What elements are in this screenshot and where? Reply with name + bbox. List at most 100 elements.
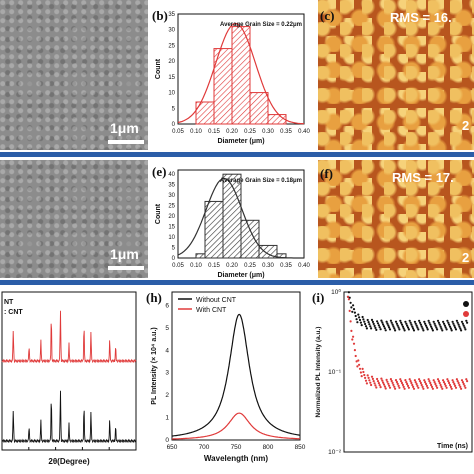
trpl-data-point	[424, 381, 427, 384]
trpl-data-point	[437, 380, 440, 383]
panel-label-b: (b)	[152, 8, 168, 23]
trpl-data-point	[350, 306, 353, 309]
trpl-data-point	[390, 379, 393, 383]
trpl-data-point	[450, 329, 453, 332]
afm-cut-label-bottom: 2	[462, 250, 470, 265]
trpl-data-point	[384, 329, 387, 332]
pl-series-line	[172, 313, 301, 437]
trpl-data-point	[381, 321, 384, 324]
gaussian-fit-curve	[177, 22, 305, 125]
trpl-data-point	[393, 327, 396, 330]
y-tick-label: 3	[165, 370, 169, 377]
y-tick-label: 15	[168, 225, 175, 231]
plot-frame	[171, 291, 301, 441]
x-tick-label: 0.30	[262, 263, 274, 269]
trpl-data-point	[411, 325, 414, 328]
histogram-bar	[258, 244, 278, 259]
trpl-data-point	[390, 321, 393, 324]
y-axis-label: Count	[155, 203, 162, 224]
trpl-data-point	[431, 387, 434, 390]
trpl-data-point	[353, 311, 356, 314]
x-tick-label: 850	[295, 444, 306, 451]
trpl-data-point	[428, 380, 431, 383]
trpl-data-point	[372, 380, 375, 383]
trpl-data-point	[456, 380, 459, 383]
trpl-data-point	[374, 326, 377, 329]
trpl-data-point	[408, 378, 411, 381]
trpl-data-point	[458, 383, 461, 387]
trpl-data-point	[352, 308, 356, 311]
y-tick-label: 20	[168, 214, 175, 220]
sem-image-bottom	[0, 160, 148, 278]
trpl-data-point	[421, 385, 424, 388]
trpl-data-point	[449, 385, 452, 388]
panel-label-e: (e)	[152, 164, 167, 179]
trpl-data-point	[439, 383, 442, 387]
x-tick-label: 0.30	[262, 129, 274, 135]
trpl-data-point	[388, 328, 392, 331]
trpl-data-point	[376, 320, 379, 323]
trpl-data-point	[363, 320, 366, 323]
trpl-data-point	[420, 383, 423, 387]
trpl-data-point	[408, 319, 411, 322]
histogram-bar	[195, 253, 206, 259]
trpl-data-point	[398, 328, 401, 331]
x-axis-label: Wavelength (nm)	[204, 454, 268, 463]
y-tick-label: 25	[168, 43, 175, 49]
trpl-data-point	[406, 384, 410, 387]
trpl-data-point	[351, 338, 354, 341]
trpl-data-point	[403, 387, 406, 390]
trpl-data-point	[441, 329, 444, 332]
legend-marker	[463, 301, 469, 307]
trpl-data-point	[404, 320, 407, 323]
trpl-data-point	[353, 349, 356, 352]
trpl-data-point	[445, 328, 448, 331]
x-tick-label: 750	[231, 444, 242, 451]
trpl-data-point	[360, 375, 363, 378]
trpl-data-point	[423, 320, 426, 323]
trpl-data-point	[424, 322, 427, 325]
sem-image-top	[0, 0, 148, 150]
trpl-data-point	[360, 324, 363, 327]
y-tick-label: 10⁰	[331, 288, 341, 296]
y-tick-label: 5	[172, 106, 176, 112]
trpl-data-point	[438, 323, 441, 326]
histogram-bar	[240, 219, 260, 259]
trpl-data-point	[444, 326, 447, 329]
trpl-data-point	[382, 325, 386, 328]
trpl-data-point	[383, 385, 386, 388]
trpl-data-point	[382, 323, 385, 326]
y-axis-label: Normalized PL Intensity (a.u.)	[315, 327, 322, 418]
trpl-data-point	[395, 322, 398, 325]
trpl-data-point	[416, 326, 419, 329]
trpl-data-point	[396, 382, 399, 385]
trpl-data-point	[392, 383, 395, 386]
trpl-data-point	[443, 382, 446, 386]
trpl-data-point	[357, 313, 360, 316]
x-tick-label: 0.40	[298, 263, 310, 269]
trpl-data-point	[415, 324, 418, 327]
trpl-data-point	[374, 384, 377, 387]
trpl-data-point	[364, 325, 368, 328]
trpl-data-point	[440, 385, 443, 388]
trpl-data-point	[364, 322, 367, 326]
x-tick-label: 0.15	[208, 263, 220, 269]
scale-label-top: 1μm	[110, 120, 139, 136]
trpl-data-point	[400, 323, 404, 326]
trpl-data-point	[451, 320, 454, 323]
trpl-data-point	[417, 386, 420, 389]
trpl-data-point	[442, 379, 445, 382]
trpl-data-point	[461, 381, 464, 384]
trpl-data-point	[387, 382, 390, 385]
trpl-data-point	[446, 319, 449, 322]
trpl-data-point	[404, 379, 407, 382]
trpl-data-point	[357, 359, 360, 362]
trpl-data-point	[425, 326, 428, 329]
trpl-data-point	[462, 382, 465, 386]
trpl-data-point	[365, 382, 368, 385]
trpl-data-point	[394, 329, 397, 332]
trpl-data-point	[463, 326, 466, 329]
x-axis-label: Diameter (μm)	[217, 272, 264, 279]
trpl-data-point	[454, 386, 458, 389]
scale-bar-top	[108, 140, 144, 144]
